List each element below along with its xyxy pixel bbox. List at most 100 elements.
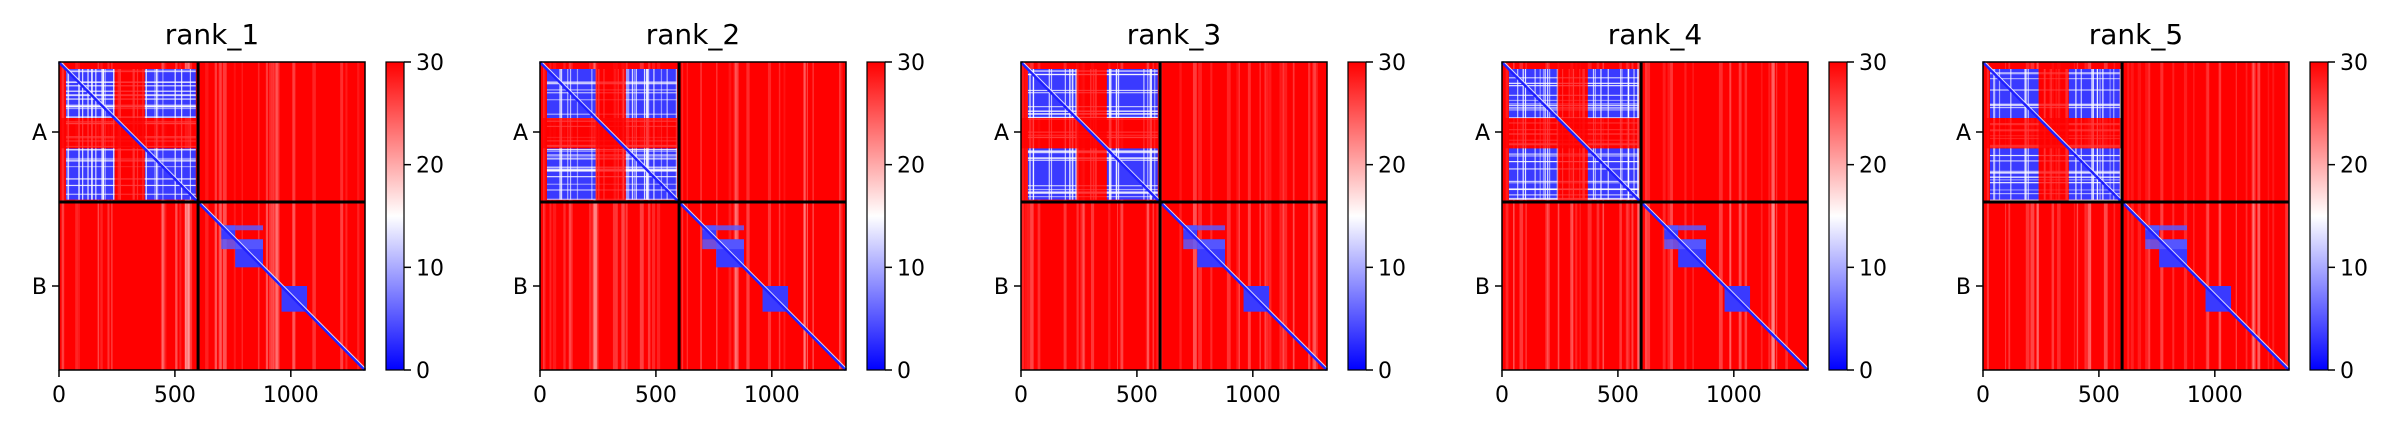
heatmap-stripe xyxy=(552,202,557,370)
x-tick-label: 500 xyxy=(154,383,196,408)
heatmap-stripe xyxy=(1667,202,1671,370)
heatmap-stripe xyxy=(273,202,277,370)
heatmap-stripe xyxy=(205,202,209,370)
heatmap-stripe xyxy=(357,202,360,370)
heatmap-stripe xyxy=(1116,202,1119,370)
heatmap-stripe xyxy=(1626,202,1630,370)
heatmap-stripe xyxy=(219,202,222,370)
heatmap-block xyxy=(235,225,263,231)
plot-frame xyxy=(1982,61,2290,371)
heatmap-stripe xyxy=(812,202,814,370)
heatmap-stripe xyxy=(340,62,344,202)
colorbar xyxy=(1348,62,1366,370)
heatmap-stripe xyxy=(271,202,274,370)
heatmap-stripe xyxy=(1519,202,1524,370)
heatmap-stripe xyxy=(345,62,348,202)
heatmap-stripe xyxy=(1268,62,1272,202)
panel-rank_5: rank_5 A B 0 500 1000 0 10 20 30 xyxy=(1956,18,2368,408)
heatmap-stripe xyxy=(1179,202,1182,370)
heatmap-stripe xyxy=(97,202,100,370)
heatmap-stripe xyxy=(1692,202,1694,370)
heatmap-stripe xyxy=(594,202,597,370)
heatmap-stripe xyxy=(2183,202,2188,370)
heatmap-stripe xyxy=(1264,62,1269,202)
heatmap-stripe xyxy=(1314,202,1318,370)
heatmap-stripe xyxy=(1775,202,1778,370)
colorbar-tick-label: 0 xyxy=(1378,359,1392,384)
x-tick-label: 500 xyxy=(1116,383,1158,408)
plot-frame xyxy=(539,61,847,371)
heatmap-stripe xyxy=(78,202,80,370)
heatmap-stripe xyxy=(1024,202,1028,370)
heatmap-stripe xyxy=(233,62,236,202)
heatmap-block xyxy=(546,148,596,200)
heatmap-stripe xyxy=(639,202,644,370)
x-tick-label: 1000 xyxy=(263,383,319,408)
colorbar-tick-label: 10 xyxy=(416,256,444,281)
heatmap-stripe xyxy=(1259,62,1261,202)
heatmap-stripe xyxy=(100,202,103,370)
heatmap-block xyxy=(2145,239,2160,250)
heatmap-stripe xyxy=(2036,202,2039,370)
heatmap-stripe xyxy=(839,62,841,202)
heatmap-stripe xyxy=(2272,202,2275,370)
heatmap-block xyxy=(1678,239,1706,250)
colorbar xyxy=(386,62,404,370)
heatmap-stripe xyxy=(2173,202,2175,370)
chart-title: rank_3 xyxy=(1127,18,1221,51)
heatmap-stripe xyxy=(2148,62,2151,202)
heatmap-stripe xyxy=(222,202,227,370)
heatmap-stripe xyxy=(1192,62,1197,202)
heatmap-stripe xyxy=(219,62,222,202)
heatmap-stripe xyxy=(2073,202,2076,370)
heatmap-stripe xyxy=(161,202,165,370)
x-tick-label: 0 xyxy=(1014,383,1028,408)
heatmap-stripe xyxy=(1292,202,1295,370)
heatmap-stripe xyxy=(2288,202,2292,370)
heatmap-stripe xyxy=(1772,202,1775,370)
heatmap-stripe xyxy=(1037,202,1041,370)
colorbar-tick-label: 10 xyxy=(2340,256,2368,281)
heatmap-block xyxy=(702,225,717,231)
heatmap-stripe xyxy=(1684,202,1687,370)
heatmap-stripe xyxy=(1738,62,1742,202)
heatmap-stripe xyxy=(838,62,843,202)
heatmap-stripe xyxy=(2272,62,2275,202)
heatmap-stripe xyxy=(2206,62,2210,202)
heatmap-stripe xyxy=(340,202,344,370)
heatmap-stripe xyxy=(1545,202,1549,370)
heatmap-stripe xyxy=(275,62,279,202)
heatmap-stripe xyxy=(2160,62,2164,202)
heatmap-stripe xyxy=(1082,202,1086,370)
x-tick-label: 1000 xyxy=(744,383,800,408)
heatmap-stripe xyxy=(233,202,236,370)
x-tick-label: 500 xyxy=(2078,383,2120,408)
heatmap-stripe xyxy=(1314,62,1318,202)
heatmap-stripe xyxy=(592,202,595,370)
chart-title: rank_1 xyxy=(165,18,259,51)
heatmap-stripe xyxy=(218,202,221,370)
heatmap-stripe xyxy=(2051,202,2055,370)
heatmap-stripe xyxy=(1785,202,1788,370)
heatmap-stripe xyxy=(257,62,260,202)
heatmap-diagonal-edge xyxy=(1022,61,1328,369)
heatmap-stripe xyxy=(214,62,217,202)
heatmap-stripe xyxy=(1619,202,1622,370)
heatmap-stripe xyxy=(812,62,814,202)
colorbar-frame xyxy=(1347,61,1367,371)
heatmap-stripe xyxy=(778,62,781,202)
colorbar-tick-label: 20 xyxy=(1859,154,1887,179)
heatmap-stripe xyxy=(292,62,296,202)
colorbar-tick-label: 10 xyxy=(897,256,925,281)
colorbar-tick-label: 30 xyxy=(897,51,925,76)
x-tick-label: 1000 xyxy=(1706,383,1762,408)
heatmap-stripe xyxy=(1312,62,1316,202)
heatmap-stripe xyxy=(1308,62,1311,202)
y-tick-label: B xyxy=(513,275,528,300)
heatmap-stripe xyxy=(2245,62,2248,202)
heatmap-stripe xyxy=(1738,62,1742,202)
heatmap-stripe xyxy=(734,62,738,202)
colorbar-frame xyxy=(385,61,405,371)
heatmap-stripe xyxy=(2145,62,2149,202)
heatmap-stripe xyxy=(1145,202,1148,370)
